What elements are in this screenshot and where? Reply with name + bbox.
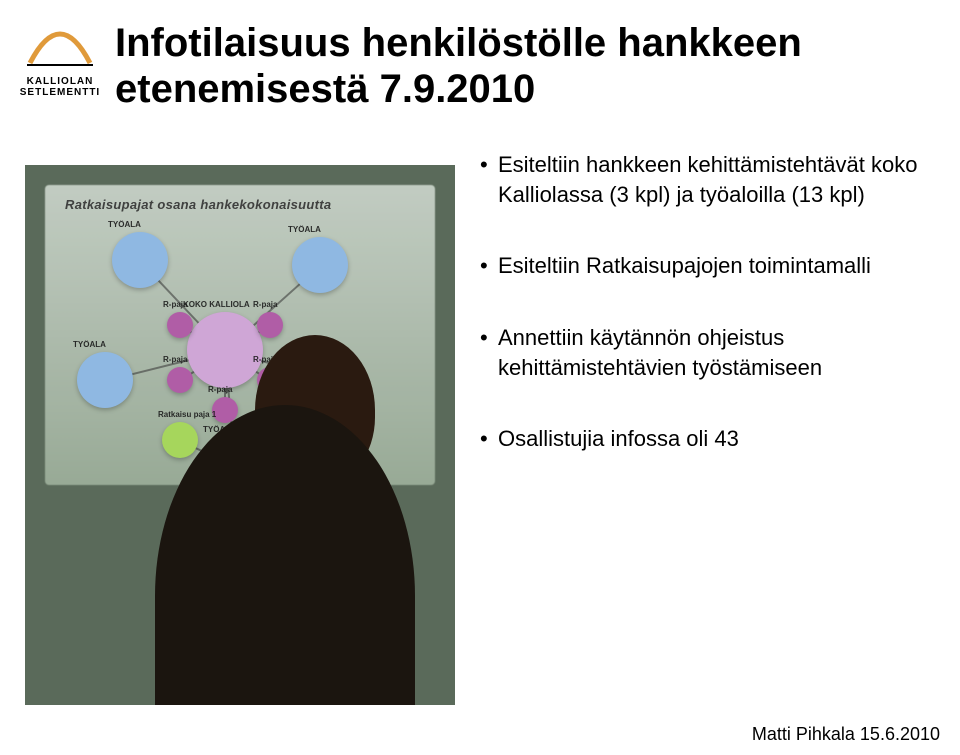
diagram-node <box>112 232 168 288</box>
diagram-node <box>167 312 193 338</box>
diagram-node-label: R-paja <box>208 385 232 394</box>
bullet-item: Annettiin käytännön ohjeistus kehittämis… <box>480 323 930 382</box>
diagram-node-label: KOKO KALLIOLA <box>183 300 250 309</box>
diagram-node <box>162 422 198 458</box>
diagram-node-label: R-paja <box>253 300 277 309</box>
logo-arch-icon <box>25 15 95 70</box>
diagram-node <box>187 312 263 388</box>
bullet-item: Osallistujia infossa oli 43 <box>480 424 930 454</box>
page-title: Infotilaisuus henkilöstölle hankkeen ete… <box>115 20 940 112</box>
diagram-node-label: R-paja <box>163 300 187 309</box>
diagram-node <box>167 367 193 393</box>
diagram-node <box>292 237 348 293</box>
presentation-photo: Ratkaisupajat osana hankekokonaisuutta K… <box>25 165 455 705</box>
logo-text-line2: SETLEMENTTI <box>10 87 110 98</box>
projected-slide-title: Ratkaisupajat osana hankekokonaisuutta <box>65 197 415 212</box>
diagram-node-label: TYÖALA <box>108 220 141 229</box>
footer-author-date: Matti Pihkala 15.6.2010 <box>752 724 940 745</box>
diagram-node <box>77 352 133 408</box>
diagram-node-label: TYÖALA <box>73 340 106 349</box>
diagram-node-label: TYÖALA <box>288 225 321 234</box>
diagram-node-label: R-paja <box>163 355 187 364</box>
logo-text-line1: KALLIOLAN <box>10 76 110 87</box>
diagram-node-label: Ratkaisu paja 1 <box>158 410 216 419</box>
diagram-node <box>257 312 283 338</box>
brand-logo: KALLIOLAN SETLEMENTTI <box>10 15 110 98</box>
bullet-item: Esiteltiin hankkeen kehittämistehtävät k… <box>480 150 930 209</box>
bullet-list: Esiteltiin hankkeen kehittämistehtävät k… <box>480 150 930 496</box>
bullet-item: Esiteltiin Ratkaisupajojen toimintamalli <box>480 251 930 281</box>
